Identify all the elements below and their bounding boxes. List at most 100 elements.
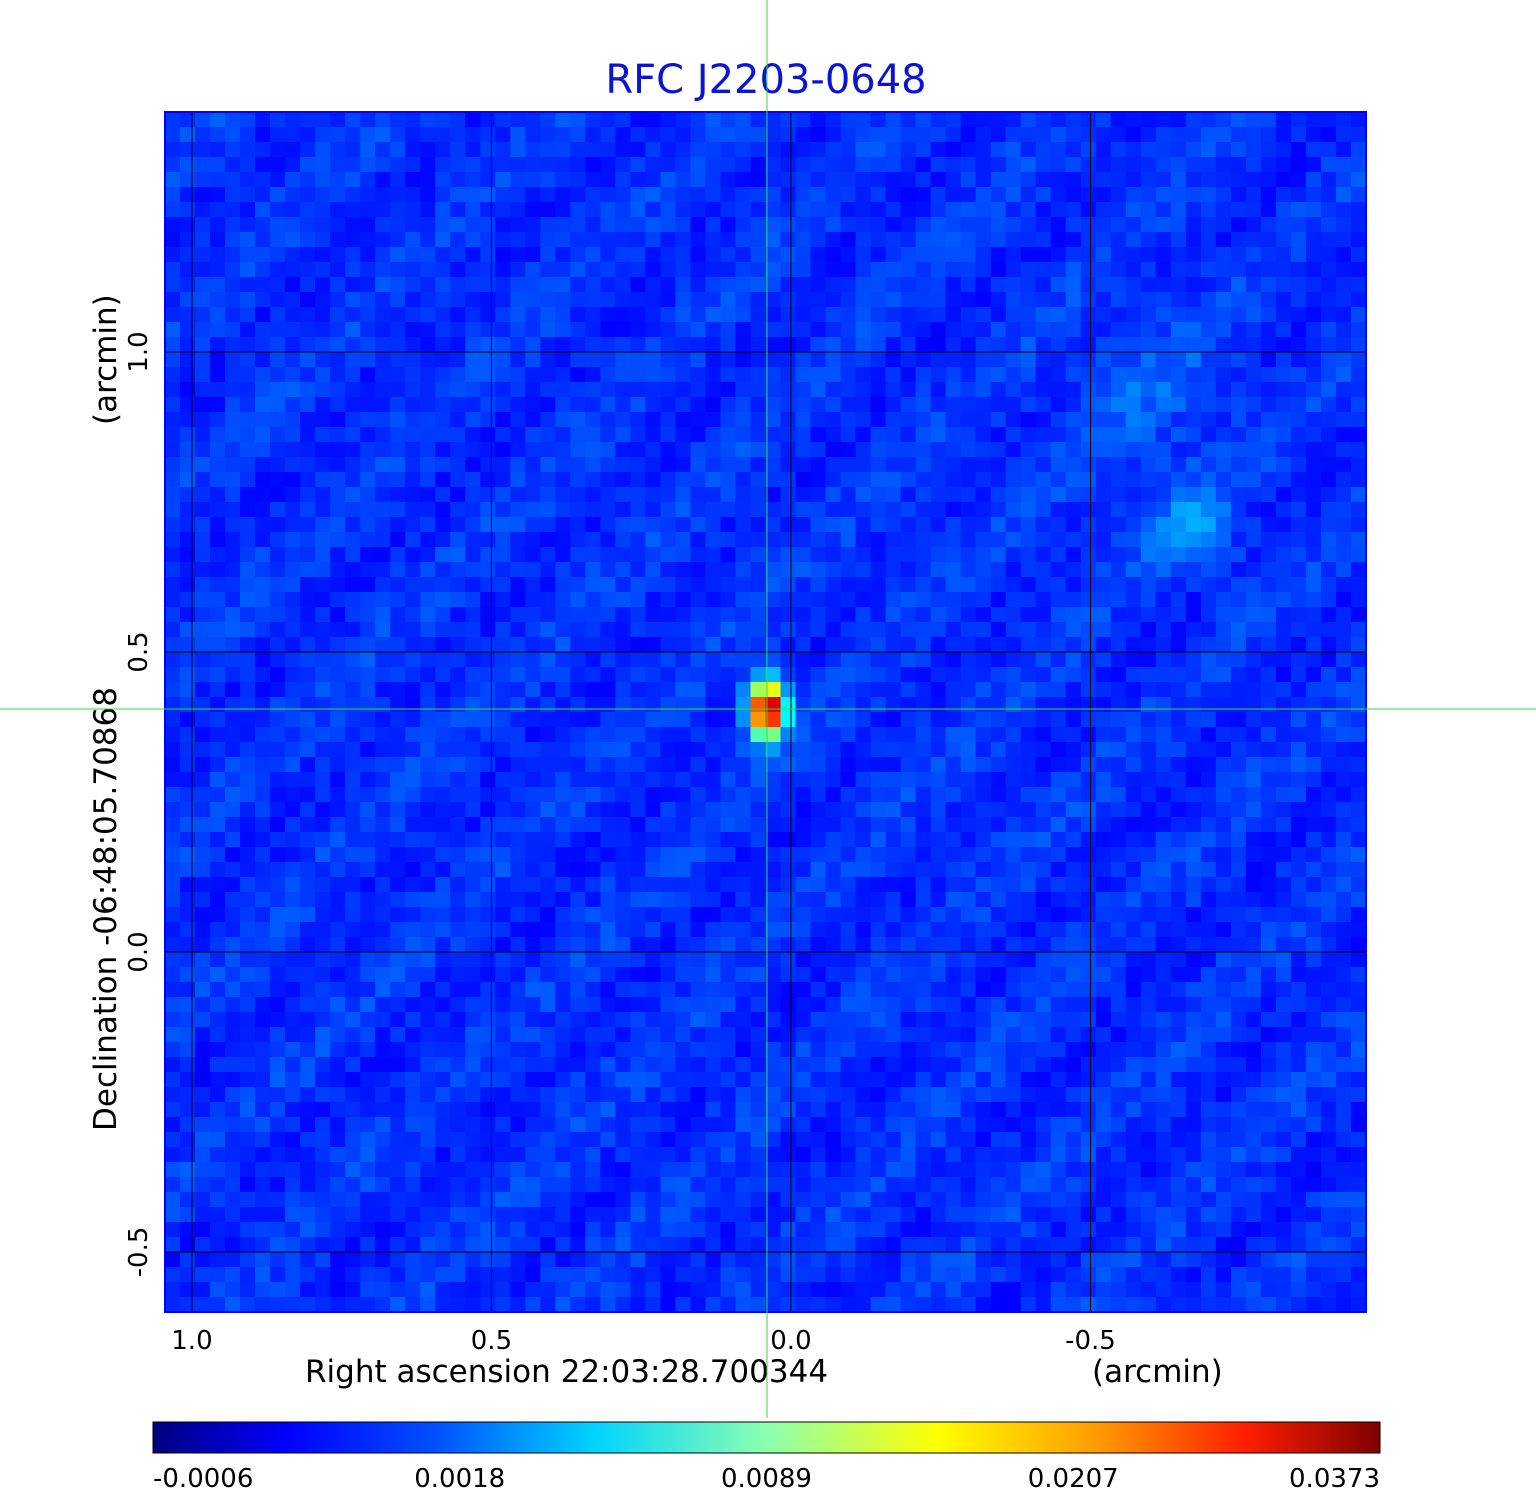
heatmap-cell [1110, 787, 1127, 803]
heatmap-cell [825, 487, 842, 503]
heatmap-cell [1050, 187, 1067, 203]
heatmap-cell [630, 937, 646, 953]
heatmap-cell [315, 1027, 331, 1043]
heatmap-cell [570, 997, 586, 1013]
heatmap-cell [1065, 832, 1082, 848]
heatmap-cell [675, 337, 692, 353]
heatmap-cell [330, 262, 346, 278]
heatmap-cell [285, 877, 301, 893]
heatmap-cell [1320, 652, 1337, 668]
heatmap-cell [1245, 1012, 1262, 1028]
heatmap-cell [900, 817, 917, 833]
heatmap-cell [195, 112, 211, 128]
heatmap-cell [1245, 862, 1262, 878]
heatmap-cell [450, 502, 466, 518]
heatmap-cell [705, 187, 722, 203]
heatmap-cell [945, 157, 962, 173]
heatmap-cell [825, 337, 842, 353]
heatmap-cell [900, 652, 917, 668]
heatmap-cell [1215, 502, 1232, 518]
heatmap-cell [345, 982, 361, 998]
heatmap-cell [825, 862, 842, 878]
heatmap-cell [300, 277, 316, 293]
heatmap-cell [1350, 937, 1366, 953]
heatmap-cell [1050, 892, 1067, 908]
heatmap-cell [540, 1012, 556, 1028]
heatmap-cell [1350, 712, 1366, 728]
heatmap-cell [285, 697, 301, 713]
heatmap-cell [1065, 757, 1082, 773]
heatmap-cell [540, 937, 556, 953]
heatmap-cell [555, 337, 571, 353]
heatmap-cell [1005, 967, 1022, 983]
heatmap-cell [945, 592, 962, 608]
heatmap-cell [585, 757, 601, 773]
heatmap-cell [1245, 877, 1262, 893]
heatmap-cell [1020, 877, 1037, 893]
heatmap-cell [540, 697, 556, 713]
heatmap-cell [960, 112, 977, 128]
heatmap-cell [240, 712, 256, 728]
heatmap-cell [1350, 652, 1366, 668]
heatmap-cell [810, 517, 827, 533]
heatmap-cell [1200, 802, 1217, 818]
heatmap-cell [1080, 577, 1097, 593]
heatmap-cell [735, 577, 752, 593]
heatmap-cell [975, 127, 992, 143]
heatmap-cell [1020, 232, 1037, 248]
heatmap-cell [705, 802, 722, 818]
heatmap-cell [855, 652, 872, 668]
heatmap-cell [930, 577, 947, 593]
heatmap-cell [1065, 952, 1082, 968]
heatmap-cell [465, 442, 481, 458]
heatmap-cell [195, 907, 211, 923]
heatmap-cell [450, 187, 466, 203]
heatmap-cell [420, 487, 436, 503]
heatmap-cell [465, 232, 481, 248]
heatmap-cell [810, 607, 827, 623]
heatmap-cell [840, 502, 857, 518]
heatmap-cell [615, 307, 631, 323]
heatmap-cell [195, 577, 211, 593]
heatmap-cell [1140, 607, 1157, 623]
heatmap-cell [240, 247, 256, 263]
heatmap-cell [195, 877, 211, 893]
heatmap-cell [1155, 907, 1172, 923]
heatmap-cell [1185, 562, 1202, 578]
heatmap-cell [255, 787, 271, 803]
heatmap-cell [990, 757, 1007, 773]
heatmap-cell [675, 877, 692, 893]
heatmap-cell [765, 982, 782, 998]
heatmap-cell [960, 637, 977, 653]
heatmap-cell [330, 592, 346, 608]
heatmap-cell [165, 547, 181, 563]
heatmap-cell [330, 1042, 346, 1058]
heatmap-cell [1125, 652, 1142, 668]
heatmap-cell [750, 757, 767, 773]
heatmap-cell [285, 427, 301, 443]
heatmap-cell [765, 757, 782, 773]
heatmap-cell [975, 862, 992, 878]
heatmap-cell [300, 922, 316, 938]
heatmap-cell [495, 367, 511, 383]
heatmap-cell [1155, 742, 1172, 758]
heatmap-cell [900, 742, 917, 758]
heatmap-cell [1155, 1012, 1172, 1028]
heatmap-cell [780, 382, 797, 398]
heatmap-cell [945, 142, 962, 158]
heatmap-cell [1065, 187, 1082, 203]
heatmap-cell [180, 712, 196, 728]
heatmap-cell [675, 1042, 692, 1058]
heatmap-cell [375, 217, 391, 233]
heatmap-cell [555, 262, 571, 278]
heatmap-cell [1065, 307, 1082, 323]
heatmap-cell [165, 532, 181, 548]
heatmap-cell [1245, 997, 1262, 1013]
heatmap-cell [615, 262, 631, 278]
heatmap-cell [240, 742, 256, 758]
heatmap-cell [450, 592, 466, 608]
heatmap-cell [180, 592, 196, 608]
heatmap-cell [1080, 442, 1097, 458]
heatmap-cell [1020, 502, 1037, 518]
heatmap-cell [1065, 562, 1082, 578]
